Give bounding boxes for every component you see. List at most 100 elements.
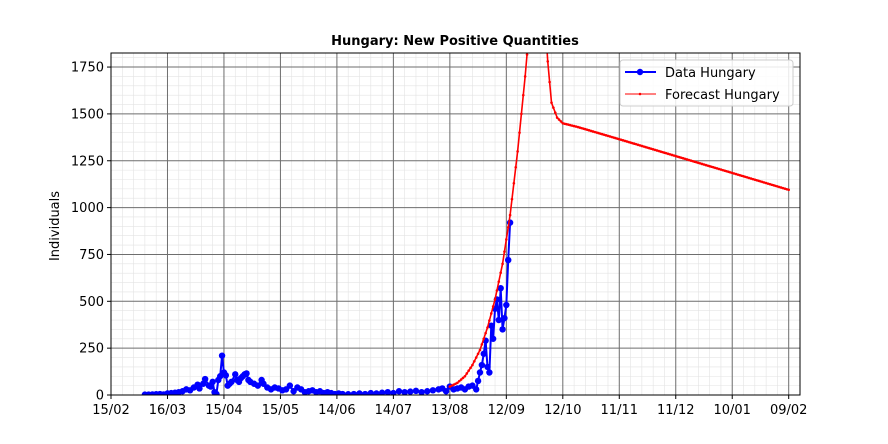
forecast-point xyxy=(543,0,546,3)
data-point xyxy=(501,314,508,322)
data-point xyxy=(243,370,250,377)
y-axis-label: Individuals xyxy=(48,191,63,261)
data-point xyxy=(254,382,262,389)
data-point xyxy=(474,377,482,385)
x-tick-label: 12/10 xyxy=(544,403,581,418)
x-tick-label: 15/02 xyxy=(92,403,129,418)
forecast-point xyxy=(497,280,501,283)
data-point xyxy=(373,390,380,395)
data-point xyxy=(196,385,203,392)
y-tick-label: 1250 xyxy=(71,154,104,169)
data-point xyxy=(222,372,230,379)
forecast-point xyxy=(514,166,518,169)
legend-marker-data xyxy=(636,68,644,76)
forecast-point xyxy=(535,6,538,9)
forecast-point xyxy=(512,181,516,185)
forecast-point xyxy=(510,197,514,201)
data-point xyxy=(505,256,512,264)
forecast-point xyxy=(552,106,555,109)
data-point xyxy=(232,371,239,378)
forecast-point xyxy=(523,75,527,78)
forecast-point xyxy=(473,359,476,363)
data-point xyxy=(473,386,480,393)
forecast-point xyxy=(456,381,459,385)
legend-box xyxy=(619,59,794,107)
forecast-point xyxy=(478,348,482,352)
y-axis: 0 250 500 750 1000 1250 1500 1750 xyxy=(71,61,111,404)
forecast-point xyxy=(546,60,550,63)
x-tick-label: 10/01 xyxy=(713,403,750,418)
data-point xyxy=(384,388,391,395)
data-point xyxy=(339,390,346,395)
x-tick-label: 13/08 xyxy=(431,403,468,418)
series-data-line xyxy=(144,222,512,395)
x-tick-label: 11/12 xyxy=(657,403,694,418)
x-tick-label: 11/11 xyxy=(601,403,638,418)
y-tick-label: 1750 xyxy=(71,61,104,76)
data-point xyxy=(213,390,220,395)
forecast-point xyxy=(467,369,470,372)
forecast-point xyxy=(499,271,502,275)
data-point xyxy=(499,326,506,333)
y-tick-label: 0 xyxy=(96,389,104,404)
series-layer xyxy=(141,0,791,395)
forecast-point xyxy=(465,372,469,375)
data-point xyxy=(344,391,352,395)
data-point xyxy=(484,363,491,371)
forecast-point xyxy=(531,8,534,11)
forecast-point xyxy=(488,319,491,322)
forecast-point xyxy=(545,30,548,33)
forecast-point xyxy=(461,376,465,380)
forecast-point xyxy=(471,363,474,367)
forecast-point xyxy=(463,374,467,378)
data-point xyxy=(424,388,431,395)
data-point xyxy=(201,375,209,383)
data-point xyxy=(486,369,493,376)
legend-label-forecast: Forecast Hungary xyxy=(665,88,780,103)
forecast-point xyxy=(518,131,521,134)
y-tick-label: 1000 xyxy=(71,201,104,216)
y-tick-label: 750 xyxy=(79,248,104,263)
forecast-point xyxy=(474,356,478,359)
forecast-point xyxy=(469,366,472,370)
legend-marker-forecast xyxy=(638,92,642,96)
forecast-point xyxy=(489,312,493,315)
forecast-point xyxy=(539,3,542,6)
data-point xyxy=(390,389,397,395)
forecast-point xyxy=(548,80,551,84)
x-tick-label: 15/05 xyxy=(262,403,299,418)
forecast-point xyxy=(555,116,559,119)
data-point xyxy=(489,335,497,342)
y-tick-label: 250 xyxy=(79,342,104,357)
data-point xyxy=(286,382,294,389)
forecast-point xyxy=(506,225,510,229)
data-point xyxy=(412,387,420,395)
data-point xyxy=(209,378,216,386)
legend-label-data: Data Hungary xyxy=(665,66,756,81)
forecast-point xyxy=(541,2,544,5)
y-tick-label: 500 xyxy=(79,295,104,310)
data-point xyxy=(495,316,502,324)
data-point xyxy=(503,301,510,309)
forecast-point xyxy=(550,101,553,104)
data-point xyxy=(442,388,450,395)
forecast-point xyxy=(457,379,461,383)
data-point xyxy=(497,284,504,292)
forecast-point xyxy=(533,7,536,10)
forecast-point xyxy=(476,352,480,356)
forecast-point xyxy=(493,298,497,301)
forecast-point xyxy=(537,4,540,7)
x-axis: 15/02 16/03 15/04 15/05 14/06 14/07 13/08 12/09… xyxy=(92,395,807,418)
x-tick-label: 16/03 xyxy=(149,403,186,418)
data-point xyxy=(378,389,386,395)
forecast-point xyxy=(516,150,519,153)
data-point xyxy=(407,388,414,395)
data-point xyxy=(218,352,226,359)
data-point xyxy=(367,389,374,395)
forecast-point xyxy=(530,10,533,13)
data-point xyxy=(361,390,369,395)
forecast-point xyxy=(486,326,489,329)
data-point xyxy=(488,322,495,329)
x-tick-label: 14/07 xyxy=(375,403,412,418)
data-point xyxy=(228,378,235,386)
